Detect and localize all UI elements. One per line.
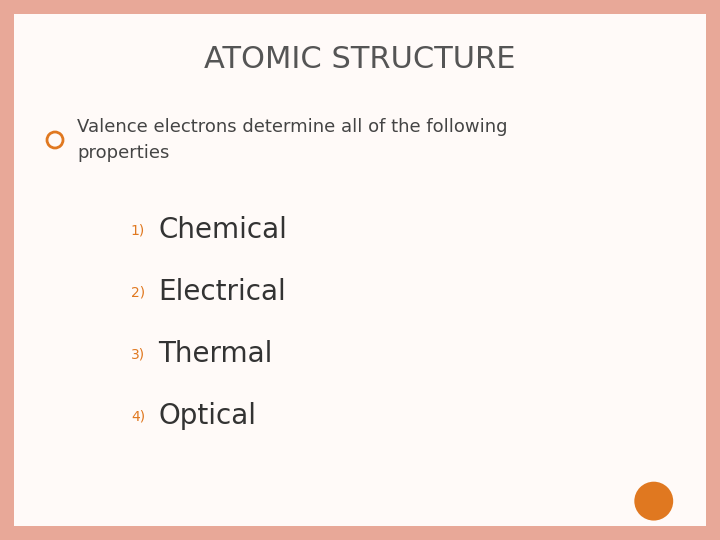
Text: Electrical: Electrical	[158, 278, 286, 306]
Text: Chemical: Chemical	[158, 216, 287, 244]
Text: Valence electrons determine all of the following
properties: Valence electrons determine all of the f…	[77, 118, 508, 162]
Text: Optical: Optical	[158, 402, 256, 430]
Text: 3): 3)	[131, 347, 145, 361]
Text: Thermal: Thermal	[158, 340, 272, 368]
Text: ATOMIC STRUCTURE: ATOMIC STRUCTURE	[204, 45, 516, 75]
Text: 1): 1)	[131, 223, 145, 237]
Circle shape	[634, 482, 673, 521]
Text: 2): 2)	[131, 285, 145, 299]
Text: 4): 4)	[131, 409, 145, 423]
